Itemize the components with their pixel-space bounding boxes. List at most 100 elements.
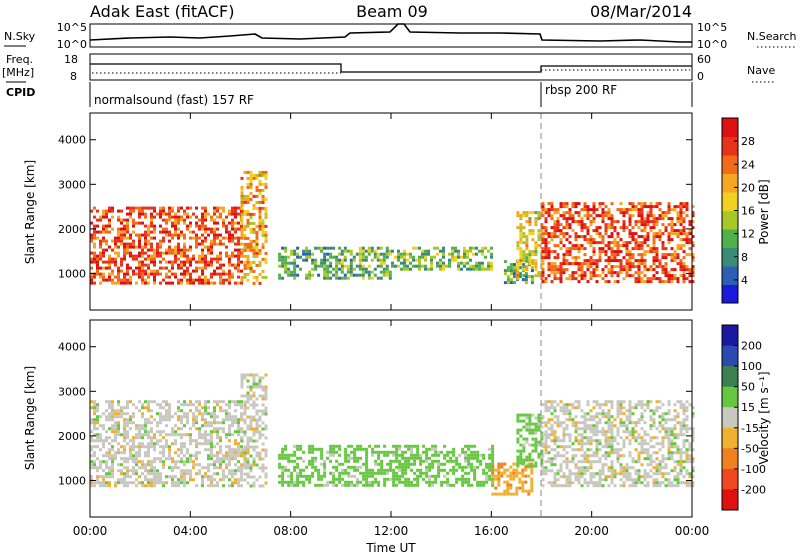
data-cell [503,269,507,273]
data-cell [646,481,650,485]
data-cell [565,475,569,479]
data-cell [201,233,204,237]
data-cell [640,202,644,206]
data-cell [604,451,608,455]
data-cell [114,263,117,267]
data-cell [649,205,653,209]
data-cell [556,235,560,239]
data-cell [670,247,674,251]
data-cell [661,232,665,236]
data-cell [607,214,611,218]
data-cell [598,406,602,410]
data-cell [577,469,581,473]
data-cell [284,261,288,265]
data-cell [652,244,656,248]
data-cell [667,253,671,257]
data-cell [522,241,526,245]
data-cell [664,256,668,260]
data-cell [207,412,210,416]
data-cell [595,208,599,212]
data-cell [93,433,96,437]
data-cell [183,400,186,404]
data-cell [183,415,186,419]
data-cell [144,206,147,210]
data-cell [616,235,620,239]
data-cell [482,483,486,487]
data-cell [240,400,243,404]
data-cell [237,466,240,470]
data-cell [258,206,262,210]
data-cell [370,276,374,280]
data-cell [413,456,417,460]
data-cell [622,223,626,227]
data-cell [530,278,534,282]
data-cell [637,253,641,257]
data-cell [93,230,96,234]
data-cell [168,454,171,458]
data-cell [111,445,114,449]
data-cell [491,462,495,466]
data-cell [664,433,668,437]
data-cell [547,241,551,245]
data-cell [374,480,378,484]
data-cell [547,421,551,425]
data-cell [676,235,680,239]
data-cell [625,247,629,251]
data-cell [556,424,560,428]
data-cell [544,469,548,473]
data-cell [571,220,575,224]
data-cell [437,462,441,466]
data-cell [135,451,138,455]
data-cell [568,412,572,416]
data-cell [631,208,635,212]
data-cell [667,400,671,404]
data-cell [204,418,207,422]
data-cell [168,233,171,237]
data-cell [159,415,162,419]
data-cell [252,439,256,443]
data-cell [670,433,674,437]
data-cell [425,447,429,451]
data-cell [99,433,102,437]
data-cell [400,267,403,271]
data-cell [577,280,581,284]
data-cell [102,251,105,255]
data-cell [568,403,572,407]
data-cell [305,258,309,262]
data-cell [135,472,138,476]
data-cell [537,232,541,236]
data-cell [586,436,590,440]
data-cell [631,262,635,266]
data-cell [361,246,365,250]
data-cell [240,227,244,231]
data-cell [261,397,265,401]
data-cell [123,218,126,222]
data-cell [258,281,262,285]
data-cell [228,484,231,488]
data-cell [255,373,259,377]
data-cell [598,472,602,476]
data-cell [649,475,653,479]
data-cell [380,471,384,475]
data-cell [616,244,620,248]
data-cell [634,205,638,209]
data-cell [189,230,192,234]
data-cell [153,260,156,264]
data-cell [562,253,566,257]
data-cell [589,466,593,470]
data-cell [613,436,617,440]
data-cell [243,376,247,380]
data-cell [126,475,129,479]
data-cell [114,421,117,425]
data-cell [171,469,174,473]
data-cell [467,462,471,466]
data-cell [171,263,174,267]
data-cell [153,475,156,479]
data-cell [580,433,584,437]
data-cell [442,261,445,265]
data-cell [123,278,126,282]
data-cell [616,271,620,275]
data-cell [261,433,265,437]
data-cell [284,480,288,484]
data-cell [249,415,253,419]
